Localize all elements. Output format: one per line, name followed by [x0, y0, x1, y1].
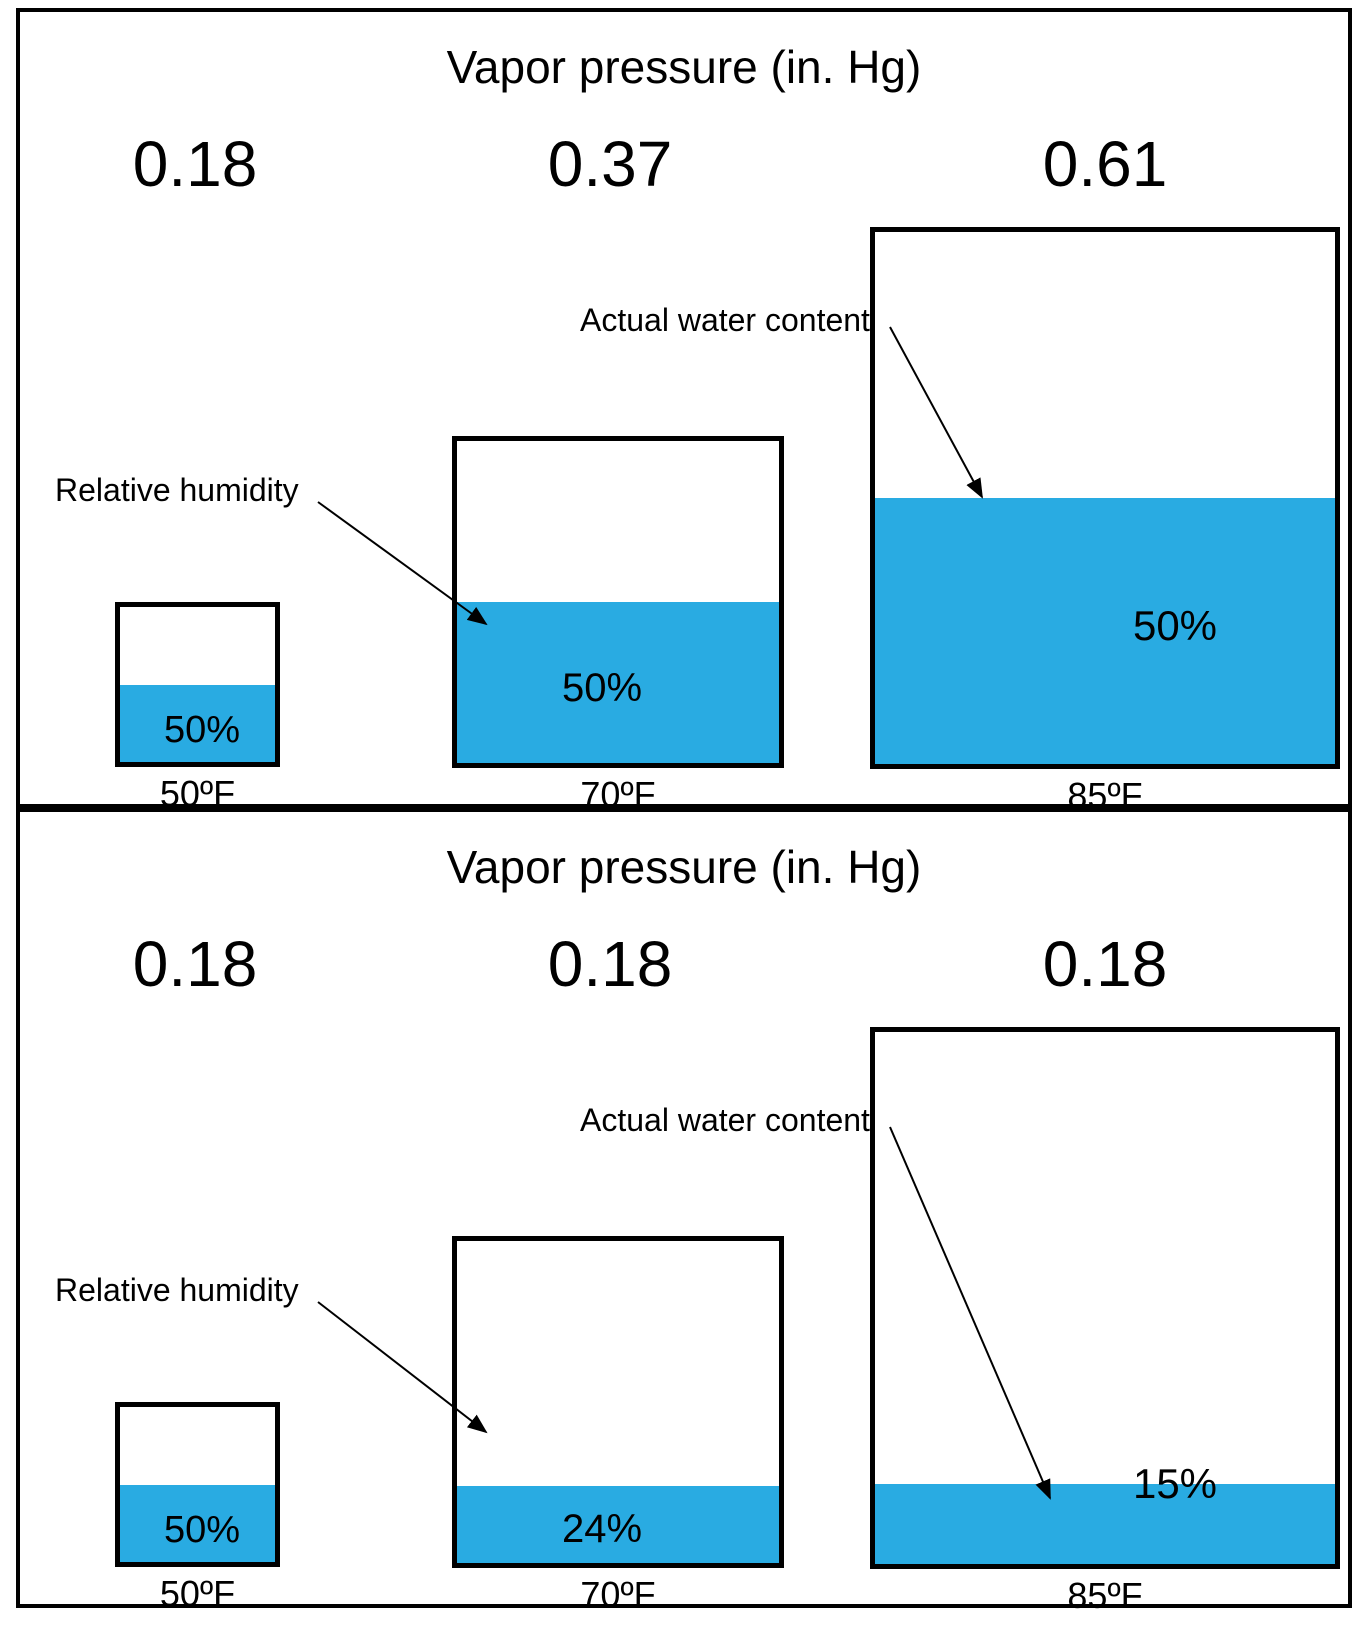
vapor-pressure-value: 0.18: [985, 927, 1225, 1001]
relative-humidity-label: 50%: [522, 666, 682, 711]
relative-humidity-label: 50%: [1095, 602, 1255, 650]
panel-title: Vapor pressure (in. Hg): [20, 840, 1348, 894]
temperature-label: 85ºF: [870, 1575, 1340, 1617]
relative-humidity-label: 50%: [122, 1509, 282, 1552]
arrow-icon: [870, 307, 1002, 517]
figure-root: Vapor pressure (in. Hg) 0.18 0.37 0.61 50% 50…: [0, 0, 1369, 1625]
annotation-label: Actual water content: [580, 1102, 870, 1139]
arrow-icon: [870, 1107, 1070, 1518]
annotation-label: Actual water content: [580, 302, 870, 339]
water-container: 50%: [115, 1402, 280, 1567]
panel-bottom: Vapor pressure (in. Hg)0.180.180.1850%50…: [16, 808, 1352, 1608]
temperature-label: 50ºF: [115, 1573, 280, 1615]
annotation-label: Relative humidity: [55, 472, 299, 509]
panel-top: Vapor pressure (in. Hg) 0.18 0.37 0.61 50% 50…: [16, 8, 1352, 808]
water-container: 50%: [115, 602, 280, 767]
temperature-label: 70ºF: [452, 1574, 784, 1616]
panel-title: Vapor pressure (in. Hg): [20, 40, 1348, 94]
vapor-pressure-value: 0.18: [75, 927, 315, 1001]
relative-humidity-label: 15%: [1095, 1460, 1255, 1508]
relative-humidity-label: 50%: [122, 709, 282, 752]
relative-humidity-label: 24%: [522, 1507, 682, 1552]
vapor-pressure-value: 0.18: [75, 127, 315, 201]
arrow-icon: [298, 1282, 506, 1452]
arrow-icon: [298, 482, 506, 644]
vapor-pressure-value: 0.61: [985, 127, 1225, 201]
annotation-label: Relative humidity: [55, 1272, 299, 1309]
vapor-pressure-value: 0.37: [490, 127, 730, 201]
vapor-pressure-value: 0.18: [490, 927, 730, 1001]
